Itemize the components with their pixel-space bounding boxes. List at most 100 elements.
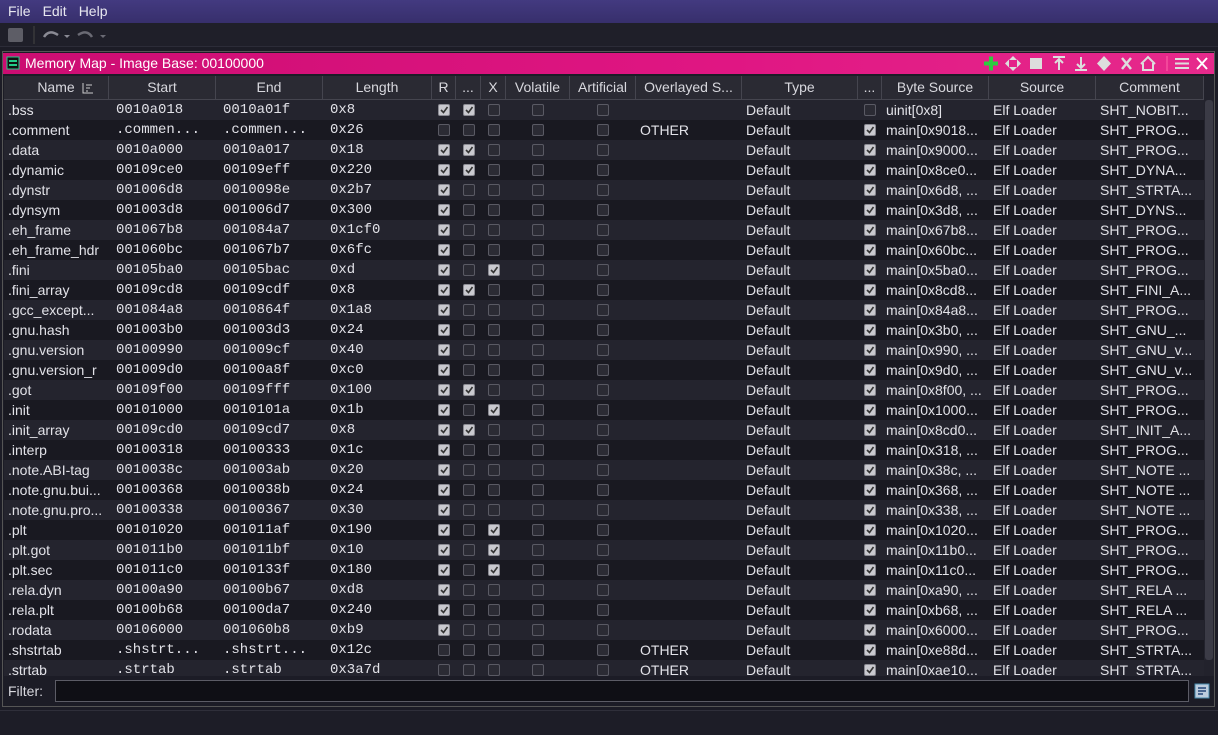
table-row[interactable]: .eh_frame 001067b8 001084a7 0x1cf0 Default ma… — [4, 220, 1204, 240]
filter-options[interactable] — [1194, 683, 1210, 699]
table-cell: SHT_STRTA... — [1100, 662, 1193, 676]
table-row[interactable]: .gcc_except... 001084a8 0010864f 0x1a8 Defau… — [4, 300, 1204, 320]
table-row[interactable]: .dynamic 00109ce0 00109eff 0x220 Default main… — [4, 160, 1204, 180]
column-header[interactable]: ... — [456, 76, 481, 100]
table-row[interactable]: .dynstr 001006d8 0010098e 0x2b7 Default main[… — [4, 180, 1204, 200]
table-cell: .interp — [8, 442, 47, 458]
menu-item[interactable]: Help — [78, 3, 108, 19]
save-icon[interactable] — [8, 28, 23, 42]
table-row[interactable]: .bss 0010a018 0010a01f 0x8 Default uinit[0x8]… — [4, 100, 1204, 120]
checkbox — [532, 304, 544, 316]
table-row[interactable]: .comment .commen... .commen... 0x26 OTHER Def… — [4, 120, 1204, 140]
column-header[interactable]: Type — [742, 76, 858, 100]
table-cell: SHT_GNU_v... — [1100, 342, 1193, 358]
table-cell: SHT_NOTE ... — [1100, 482, 1191, 498]
expand-down[interactable] — [1075, 57, 1087, 71]
scrollbar-thumb[interactable] — [1205, 100, 1213, 660]
checkbox — [597, 364, 609, 376]
delete-block[interactable] — [1121, 57, 1132, 70]
merge-blocks[interactable] — [1097, 56, 1111, 71]
column-header[interactable]: Source — [989, 76, 1096, 100]
table-cell: 0010a018 — [116, 102, 184, 118]
table-cell: Elf Loader — [993, 262, 1057, 278]
column-header[interactable]: Artificial — [570, 76, 636, 100]
expand-up[interactable] — [1053, 56, 1065, 70]
table-row[interactable]: .rodata 00106000 001060b8 0xb9 Default main[0… — [4, 620, 1204, 640]
table-row[interactable]: .got 00109f00 00109fff 0x100 Default main[0x8… — [4, 380, 1204, 400]
column-header[interactable]: R — [432, 76, 456, 100]
table-row[interactable]: .plt.got 001011b0 001011bf 0x10 Default main[… — [4, 540, 1204, 560]
checkbox — [487, 604, 500, 616]
checkbox — [487, 164, 500, 176]
column-header[interactable]: Volatile — [506, 76, 570, 100]
checkbox — [462, 304, 475, 316]
table-row[interactable]: .note.ABI-tag 0010038c 001003ab 0x20 Default… — [4, 460, 1204, 480]
table-cell: Elf Loader — [993, 102, 1057, 118]
add-block[interactable] — [984, 56, 998, 71]
table-row[interactable]: .note.gnu.bui... 00100368 0010038b 0x24 Defa… — [4, 480, 1204, 500]
table-cell: Default — [746, 102, 791, 118]
menu-item[interactable]: Edit — [42, 3, 67, 19]
window-menu[interactable] — [1175, 58, 1189, 69]
table-row[interactable]: .rela.dyn 00100a90 00100b67 0xd8 Default main… — [4, 580, 1204, 600]
move-block[interactable] — [1005, 56, 1021, 71]
table-row[interactable]: .dynsym 001003d8 001006d7 0x300 Default main[… — [4, 200, 1204, 220]
split-block[interactable] — [1030, 58, 1042, 69]
close-window[interactable] — [1196, 57, 1208, 70]
table-cell: 001011af — [223, 522, 291, 538]
table-row[interactable]: .shstrtab .shstrt... .shstrt... 0x12c OTHER D… — [4, 640, 1204, 660]
column-header[interactable]: X — [481, 76, 506, 100]
table-cell: .init — [8, 402, 30, 418]
table-cell: Default — [746, 342, 791, 358]
redo-menu[interactable] — [100, 35, 106, 38]
table-cell: 00109ce0 — [116, 162, 184, 178]
checkbox — [487, 624, 500, 636]
redo-icon[interactable] — [77, 31, 94, 38]
table-cell: 0010098e — [223, 182, 291, 198]
filter-bar: Filter: — [3, 677, 1214, 706]
table-row[interactable]: .init_array 00109cd0 00109cd7 0x8 Default mai… — [4, 420, 1204, 440]
table-row[interactable]: .fini 00105ba0 00105bac 0xd Default main[0x5b… — [4, 260, 1204, 280]
checkbox — [487, 364, 500, 376]
table-row[interactable]: .data 0010a000 0010a017 0x18 Default main[0x9… — [4, 140, 1204, 160]
column-header[interactable]: Name — [4, 76, 109, 100]
table-row[interactable]: .interp 00100318 00100333 0x1c Default main[0… — [4, 440, 1204, 460]
table-cell: 001060b8 — [223, 622, 291, 638]
table-cell: .strtab — [8, 662, 47, 676]
table-cell: .gnu.version_r — [8, 362, 97, 378]
table-row[interactable]: .rela.plt 00100b68 00100da7 0x240 Default mai… — [4, 600, 1204, 620]
set-image-base[interactable] — [1140, 55, 1156, 71]
table-row[interactable]: .fini_array 00109cd8 00109cdf 0x8 Default mai… — [4, 280, 1204, 300]
table-row[interactable]: .strtab .strtab .strtab 0x3a7d OTHER Default m… — [4, 660, 1204, 676]
column-header[interactable]: Overlayed S... — [636, 76, 742, 100]
table-cell: SHT_PROG... — [1100, 542, 1189, 558]
table-row[interactable]: .plt 00101020 001011af 0x190 Default main[0x1… — [4, 520, 1204, 540]
column-header[interactable]: ... — [858, 76, 882, 100]
undo-menu[interactable] — [64, 35, 70, 38]
table-row[interactable]: .init 00101000 0010101a 0x1b Default main[0x1… — [4, 400, 1204, 420]
table-cell: 0x8 — [330, 422, 356, 438]
table-row[interactable]: .gnu.hash 001003b0 001003d3 0x24 Default main… — [4, 320, 1204, 340]
checkbox — [532, 504, 544, 516]
table-cell: .gnu.version — [8, 342, 85, 358]
column-header[interactable]: Comment — [1096, 76, 1204, 100]
undo-icon[interactable] — [42, 31, 59, 38]
table-cell: main[0x1000... — [886, 402, 978, 418]
column-header[interactable]: End — [216, 76, 323, 100]
table-row[interactable]: .note.gnu.pro... 00100338 00100367 0x30 Defa… — [4, 500, 1204, 520]
table-row[interactable]: .gnu.version 00100990 001009cf 0x40 Default m… — [4, 340, 1204, 360]
column-header[interactable]: Byte Source — [882, 76, 989, 100]
table-row[interactable]: .gnu.version_r 001009d0 00100a8f 0xc0 Defaul… — [4, 360, 1204, 380]
table-cell: .plt — [8, 522, 27, 538]
table-cell: Default — [746, 502, 791, 518]
table-cell: Default — [746, 442, 791, 458]
column-header[interactable]: Start — [109, 76, 216, 100]
table-row[interactable]: .eh_frame_hdr 001060bc 001067b7 0x6fc Defaul… — [4, 240, 1204, 260]
table-cell: Elf Loader — [993, 282, 1057, 298]
table-row[interactable]: .plt.sec 001011c0 0010133f 0x180 Default main… — [4, 560, 1204, 580]
filter-input[interactable] — [55, 680, 1189, 702]
checkbox — [864, 244, 876, 256]
column-header[interactable]: Length — [323, 76, 432, 100]
menu-item[interactable]: File — [8, 3, 31, 19]
table-cell: Elf Loader — [993, 602, 1057, 618]
